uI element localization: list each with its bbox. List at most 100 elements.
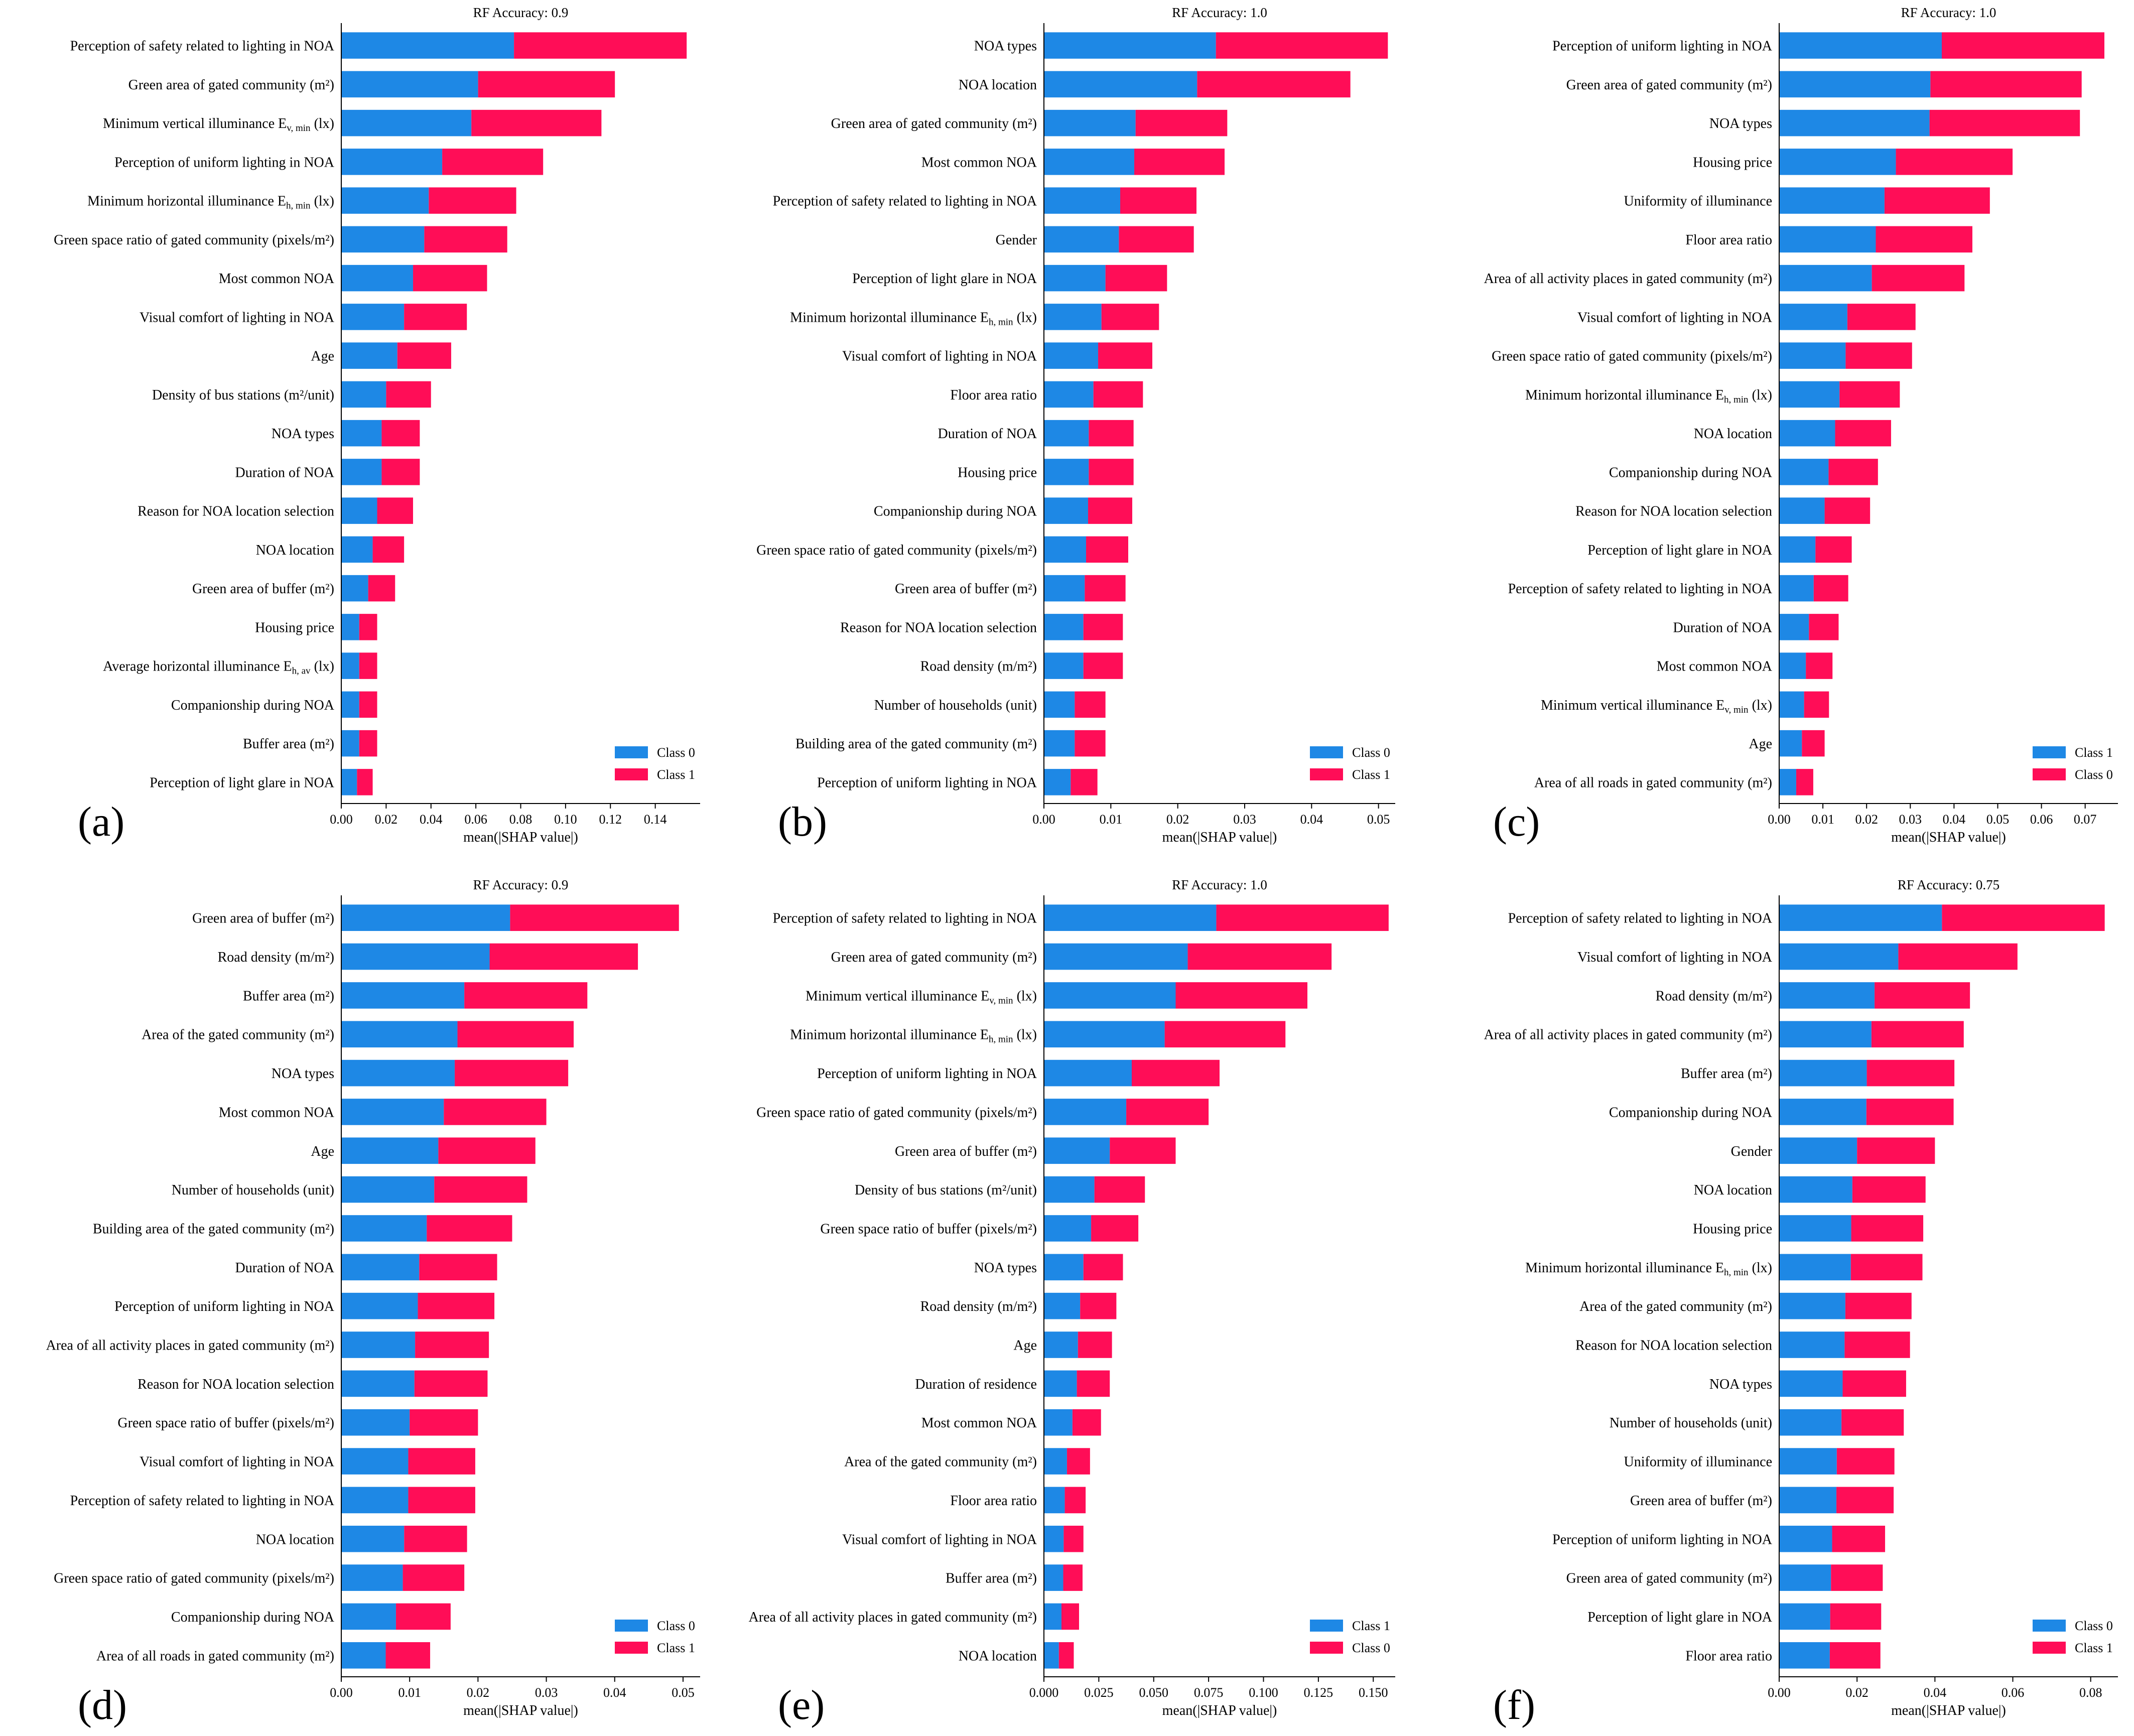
bar-first-series <box>1779 1137 1857 1164</box>
x-tick-label: 0.000 <box>1029 1685 1059 1700</box>
x-tick-label: 0.02 <box>1845 1685 1869 1700</box>
bar-second-series <box>1871 1021 1964 1048</box>
bar-first-series <box>1044 109 1136 137</box>
x-tick-label: 0.01 <box>1811 812 1834 827</box>
x-tick-label: 0.150 <box>1359 1685 1388 1700</box>
bar-first-series <box>341 264 413 292</box>
legend-swatch <box>2033 1620 2066 1632</box>
feature-label: Area of the gated community (m²) <box>1579 1299 1772 1314</box>
bar-second-series <box>1851 1215 1924 1242</box>
legend-label: Class 1 <box>1352 1619 1390 1633</box>
bar-second-series <box>1091 1215 1139 1242</box>
bar-first-series <box>1779 943 1899 970</box>
bar-second-series <box>1866 1099 1954 1125</box>
bar-first-series <box>1779 1603 1830 1630</box>
feature-label: Road density (m/m²) <box>920 659 1037 675</box>
bar-first-series <box>341 769 357 795</box>
bar-second-series <box>1875 982 1970 1009</box>
bar-second-series <box>1898 943 2018 970</box>
x-tick-label: 0.07 <box>2074 812 2097 827</box>
chart-title: RF Accuracy: 1.0 <box>1172 877 1267 892</box>
bar-second-series <box>489 943 638 970</box>
bar-first-series <box>341 691 359 718</box>
feature-label: Perception of safety related to lighting… <box>1508 911 1773 926</box>
feature-label: Uniformity of illuminance <box>1624 1454 1773 1470</box>
feature-label: Floor area ratio <box>950 1493 1037 1509</box>
bar-first-series <box>341 652 359 679</box>
bar-second-series <box>1847 304 1916 330</box>
bar-first-series <box>1044 1137 1110 1164</box>
x-tick-label: 0.06 <box>2002 1685 2025 1700</box>
x-axis-label: mean(|SHAP value|) <box>1162 830 1277 845</box>
bar-second-series <box>1857 1137 1935 1164</box>
bar-first-series <box>341 943 490 970</box>
bar-first-series <box>1779 982 1875 1009</box>
bar-first-series <box>341 1292 418 1319</box>
feature-label: Average horizontal illuminance Eh, av (l… <box>103 659 334 677</box>
bar-first-series <box>1044 904 1217 931</box>
bar-first-series <box>1779 1099 1866 1125</box>
feature-label: Minimum horizontal illuminance Eh, min (… <box>87 194 334 211</box>
feature-label: Reason for NOA location selection <box>1575 1338 1772 1354</box>
panel-letter: (b) <box>778 798 827 845</box>
bar-first-series <box>341 1059 455 1087</box>
feature-label: Perception of safety related to lighting… <box>70 39 335 54</box>
bar-second-series <box>438 1137 536 1164</box>
bar-second-series <box>1829 1642 1881 1669</box>
x-tick-label: 0.12 <box>599 812 622 827</box>
bar-second-series <box>1845 342 1912 369</box>
bar-first-series <box>1044 342 1098 369</box>
bar-second-series <box>1216 32 1388 59</box>
panel-letter: (f) <box>1493 1682 1535 1728</box>
x-tick-label: 0.04 <box>1924 1685 1947 1700</box>
feature-label: Housing price <box>1693 1221 1772 1237</box>
bar-first-series <box>341 730 359 757</box>
bar-second-series <box>1832 1525 1886 1552</box>
bar-first-series <box>341 226 425 253</box>
bar-second-series <box>359 652 377 679</box>
bar-second-series <box>1089 459 1134 485</box>
bar-second-series <box>1836 1448 1895 1475</box>
feature-label: Visual comfort of lighting in NOA <box>1577 950 1773 965</box>
bar-second-series <box>386 381 431 408</box>
bar-first-series <box>1779 1021 1872 1048</box>
legend-swatch <box>1310 768 1343 780</box>
bar-second-series <box>397 342 451 369</box>
bar-first-series <box>1779 342 1846 369</box>
feature-label: Green space ratio of gated community (pi… <box>756 543 1037 558</box>
bar-second-series <box>1071 769 1098 795</box>
bar-second-series <box>1135 109 1228 137</box>
bar-first-series <box>341 304 405 330</box>
x-tick-label: 0.05 <box>672 1685 695 1700</box>
bar-second-series <box>1098 342 1152 369</box>
feature-label: Area of the gated community (m²) <box>142 1027 334 1043</box>
feature-label: Buffer area (m²) <box>946 1571 1037 1586</box>
bar-first-series <box>1779 226 1876 253</box>
panel-f: RF Accuracy: 0.75 Perception of safety re… <box>1484 877 2118 1728</box>
bar-first-series <box>1779 381 1840 408</box>
bar-second-series <box>395 1603 451 1630</box>
panel-d: RF Accuracy: 0.9 Green area of buffer (m²… <box>46 877 700 1728</box>
bar-first-series <box>1044 149 1134 175</box>
bar-first-series <box>341 1603 396 1630</box>
bar-second-series <box>1094 1176 1145 1203</box>
bar-second-series <box>1841 1409 1904 1436</box>
bar-first-series <box>1044 691 1075 718</box>
legend-label: Class 0 <box>1352 745 1390 760</box>
bar-first-series <box>1779 536 1816 563</box>
x-tick-label: 0.03 <box>1233 812 1256 827</box>
bar-second-series <box>418 1292 495 1319</box>
x-tick-label: 0.03 <box>1899 812 1922 827</box>
feature-label: NOA types <box>974 1260 1037 1276</box>
bar-first-series <box>1044 497 1088 524</box>
bar-first-series <box>1779 1215 1851 1242</box>
x-tick-label: 0.04 <box>1300 812 1323 827</box>
bar-second-series <box>368 575 395 602</box>
x-tick-label: 0.050 <box>1139 1685 1169 1700</box>
feature-label: Green space ratio of gated community (pi… <box>54 1571 334 1586</box>
feature-label: Duration of residence <box>915 1377 1037 1392</box>
feature-label: Age <box>1749 736 1772 752</box>
bar-second-series <box>1078 1331 1112 1358</box>
bar-second-series <box>1930 71 2082 98</box>
